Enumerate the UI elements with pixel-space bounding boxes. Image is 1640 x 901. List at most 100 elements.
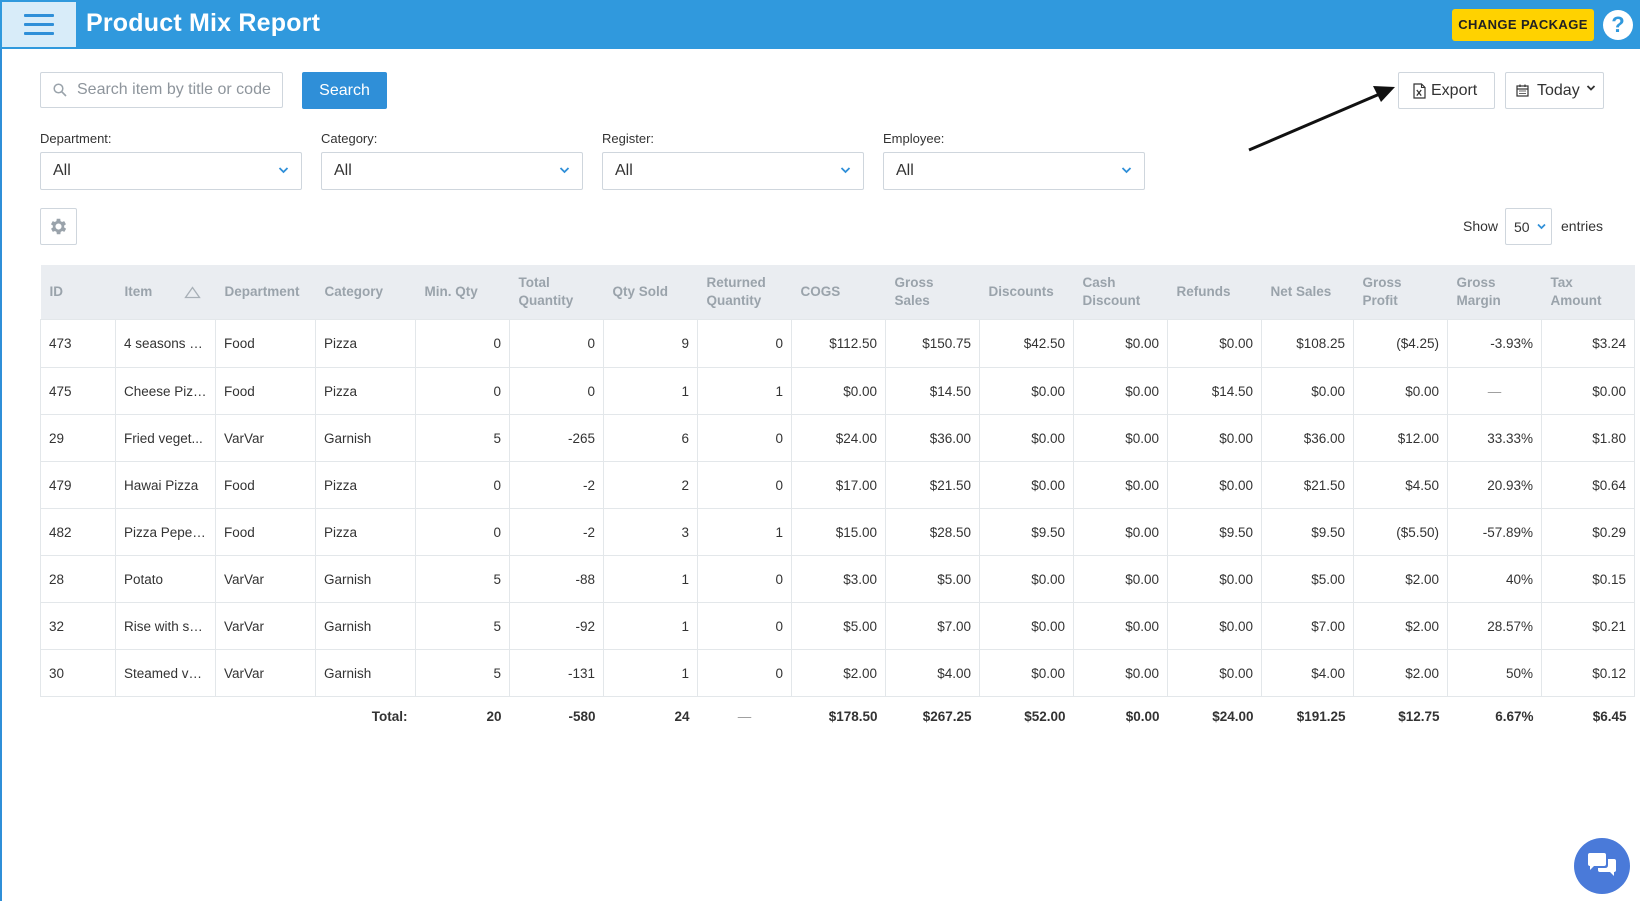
col-header-gross-sales[interactable]: Gross Sales [885,265,980,320]
totals-spacer [116,697,216,736]
table-cell: $1.80 [1541,414,1635,462]
department-value: All [53,162,71,179]
table-cell: $108.25 [1261,319,1354,368]
export-button[interactable]: Export [1398,72,1495,109]
table-cell: $0.00 [979,602,1074,650]
hamburger-menu-icon[interactable] [2,2,76,47]
table-cell: $3.24 [1541,319,1635,368]
left-edge-bar [0,0,2,901]
chevron-down-icon [1537,223,1546,230]
col-header-gross-profit[interactable]: Gross Profit [1353,265,1448,320]
col-header-qty-sold[interactable]: Qty Sold [603,265,698,320]
table-cell: Pizza [315,508,416,556]
table-cell: 3 [603,508,698,556]
table-cell: 1 [603,555,698,603]
column-settings-button[interactable] [40,208,77,245]
table-cell: ($5.50) [1353,508,1448,556]
table-cell: 0 [415,367,510,415]
table-cell: $9.50 [1261,508,1354,556]
table-cell: $2.00 [791,649,886,697]
col-header-item-label: Item [124,284,153,299]
col-header-category[interactable]: Category [315,265,416,320]
col-header-id[interactable]: ID [40,265,116,320]
table-row[interactable]: 32 Rise with sk... VarVar Garnish 5 -92 1 0 $5.0… [40,602,1635,650]
table-cell: $4.50 [1353,461,1448,509]
table-cell: -92 [509,602,604,650]
table-cell: 9 [603,319,698,368]
table-cell: Garnish [315,602,416,650]
table-cell: Garnish [315,555,416,603]
table-cell: $0.00 [1261,367,1354,415]
table-cell: $0.00 [1073,555,1168,603]
col-header-cash-discount[interactable]: Cash Discount [1073,265,1168,320]
table-cell: $7.00 [885,602,980,650]
table-cell: -88 [509,555,604,603]
table-cell: Garnish [315,414,416,462]
search-input[interactable] [77,73,277,107]
total-net-sales: $191.25 [1296,708,1346,724]
table-cell: Food [215,508,316,556]
table-row[interactable]: 28 Potato VarVar Garnish 5 -88 1 0 $3.00 $5.00 $0.… [40,555,1635,603]
table-row[interactable]: 479 Hawai Pizza Food Pizza 0 -2 2 0 $17.00 $21.50… [40,461,1635,509]
col-header-returned-quantity[interactable]: Returned Quantity [697,265,792,320]
chevron-down-icon [1586,85,1596,91]
register-select[interactable]: All [602,152,864,190]
table-cell: 2 [603,461,698,509]
table-cell: $112.50 [791,319,886,368]
change-package-button[interactable]: CHANGE PACKAGE [1452,9,1594,41]
col-header-tax-amount[interactable]: Tax Amount [1541,265,1635,320]
table-cell: $0.29 [1541,508,1635,556]
page-size-select[interactable]: 50 [1505,208,1552,245]
table-cell: $0.00 [1353,367,1448,415]
table-cell: 0 [697,461,792,509]
col-header-department[interactable]: Department [215,265,316,320]
table-row[interactable]: 30 Steamed ve... VarVar Garnish 5 -131 1 0 $2.00… [40,649,1635,697]
table-row[interactable]: 482 Pizza Peper... Food Pizza 0 -2 3 1 $15.00 $28… [40,508,1635,556]
category-label: Category: [321,131,378,146]
table-cell: 5 [415,602,510,650]
table-row[interactable]: 475 Cheese Pizza Food Pizza 0 0 1 1 $0.00 $14.50 $… [40,367,1635,415]
table-cell: $0.00 [1073,319,1168,368]
search-button[interactable]: Search [302,72,387,109]
department-select[interactable]: All [40,152,302,190]
chat-button[interactable] [1574,838,1630,894]
date-range-button[interactable]: Today [1505,72,1604,109]
search-box[interactable] [40,72,283,108]
category-select[interactable]: All [321,152,583,190]
table-cell: 1 [603,602,698,650]
table-cell: 482 [40,508,116,556]
col-header-gross-margin[interactable]: Gross Margin [1447,265,1542,320]
help-icon[interactable]: ? [1603,10,1633,40]
table-cell: 473 [40,319,116,368]
table-cell: -131 [509,649,604,697]
table-cell: 5 [415,414,510,462]
table-cell: 20.93% [1447,461,1542,509]
table-row[interactable]: 473 4 seasons P... Food Pizza 0 0 9 0 $112.50 $15… [40,319,1635,368]
table-cell: $7.00 [1261,602,1354,650]
table-cell: $0.00 [979,414,1074,462]
page-size-value: 50 [1514,219,1530,235]
table-cell: Potato [115,555,216,603]
totals-row: Total: 20 -580 24 — $178.50 $267.25 $52.… [41,697,1635,736]
table-cell: $0.00 [791,367,886,415]
table-cell: 0 [415,508,510,556]
col-header-cogs[interactable]: COGS [791,265,886,320]
chevron-down-icon [840,167,851,174]
col-header-net-sales[interactable]: Net Sales [1261,265,1354,320]
table-cell: ($4.25) [1353,319,1448,368]
table-cell: $2.00 [1353,602,1448,650]
col-header-discounts[interactable]: Discounts [979,265,1074,320]
chevron-down-icon [559,167,570,174]
table-cell: $0.00 [1167,555,1262,603]
col-header-item[interactable]: Item [115,265,216,320]
table-cell: 0 [697,414,792,462]
total-qty-sold: 24 [674,708,690,724]
employee-select[interactable]: All [883,152,1145,190]
col-header-refunds[interactable]: Refunds [1167,265,1262,320]
table-cell: $0.00 [1073,367,1168,415]
table-cell: $28.50 [885,508,980,556]
col-header-total-quantity[interactable]: Total Quantity [509,265,604,320]
table-row[interactable]: 29 Fried veget... VarVar Garnish 5 -265 6 0 $24.… [40,414,1635,462]
table-header-row: ID Item Department Category Min. Qty Tot… [40,265,1635,320]
col-header-min-qty[interactable]: Min. Qty [415,265,510,320]
